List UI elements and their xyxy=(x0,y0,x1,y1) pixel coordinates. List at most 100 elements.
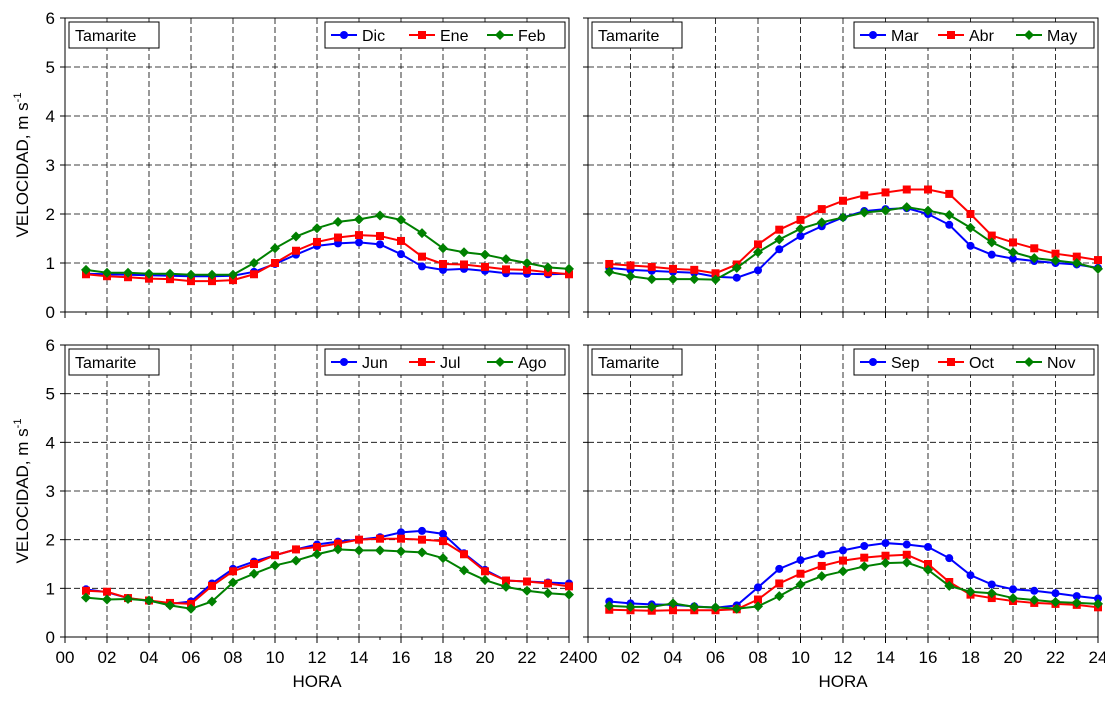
data-point xyxy=(817,561,826,570)
x-tick-label: 24 xyxy=(560,648,579,667)
station-label-text: Tamarite xyxy=(598,355,659,372)
x-tick-label: 22 xyxy=(1046,648,1065,667)
data-point xyxy=(355,238,363,247)
x-axis-label: HORA xyxy=(292,672,342,691)
y-tick-label: 0 xyxy=(46,303,55,322)
data-point xyxy=(646,601,657,612)
data-point xyxy=(1093,598,1103,609)
x-tick-label: 02 xyxy=(98,648,117,667)
data-point xyxy=(271,551,279,560)
data-point xyxy=(208,277,216,286)
data-point xyxy=(417,228,427,239)
data-point xyxy=(839,196,847,205)
data-point xyxy=(796,556,805,565)
data-point xyxy=(187,277,195,286)
data-point xyxy=(986,237,997,248)
data-point xyxy=(165,268,175,279)
legend-box xyxy=(853,21,1095,49)
data-point xyxy=(731,262,742,273)
data-point xyxy=(817,550,826,559)
data-point xyxy=(334,233,342,242)
data-point xyxy=(228,577,238,588)
data-point xyxy=(397,528,405,537)
data-point xyxy=(839,546,847,555)
series-feb xyxy=(81,210,574,280)
data-point xyxy=(1030,244,1039,253)
data-point xyxy=(774,234,785,245)
legend-label: Nov xyxy=(1047,355,1075,372)
data-point xyxy=(987,580,996,589)
data-point xyxy=(186,269,196,280)
data-point xyxy=(355,535,363,544)
legend-marker xyxy=(418,31,426,39)
data-point xyxy=(1051,249,1060,258)
legend-marker xyxy=(947,31,955,39)
data-point xyxy=(564,263,574,274)
legend-marker xyxy=(495,30,505,40)
data-point xyxy=(334,539,342,548)
data-point xyxy=(626,261,635,270)
legend-box xyxy=(853,348,1095,376)
data-point xyxy=(923,564,933,575)
data-point xyxy=(82,586,90,595)
y-tick-label: 2 xyxy=(46,531,55,550)
data-point xyxy=(859,207,870,218)
data-point xyxy=(838,212,848,223)
legend-marker xyxy=(495,357,505,367)
data-point xyxy=(1029,253,1040,264)
data-point xyxy=(313,542,321,551)
data-point xyxy=(838,566,848,577)
data-point xyxy=(481,262,489,271)
data-point xyxy=(480,249,490,260)
x-tick-label: 00 xyxy=(56,648,75,667)
x-axis-label: HORA xyxy=(818,672,868,691)
legend-marker xyxy=(1024,357,1034,367)
x-tick-label: 10 xyxy=(266,648,285,667)
station-label-text: Tamarite xyxy=(598,28,659,45)
data-point xyxy=(1009,238,1017,247)
data-point xyxy=(1008,247,1018,258)
x-tick-label: 10 xyxy=(791,648,810,667)
legend-label: Feb xyxy=(518,28,546,45)
data-point xyxy=(123,594,133,605)
x-tick-label: 14 xyxy=(350,648,369,667)
data-point xyxy=(945,554,954,563)
legend-label: Jul xyxy=(440,355,460,372)
data-point xyxy=(165,600,175,611)
data-point xyxy=(439,529,447,538)
y-tick-label: 1 xyxy=(46,579,55,598)
data-point xyxy=(859,561,870,572)
data-point xyxy=(880,558,891,569)
data-point xyxy=(250,560,258,568)
legend-marker xyxy=(340,358,348,366)
data-point xyxy=(250,270,258,279)
data-point xyxy=(881,539,890,548)
legend: Mar Abr May xyxy=(853,21,1095,49)
data-point xyxy=(565,270,573,279)
data-point xyxy=(1094,594,1102,603)
series-ago xyxy=(81,544,574,614)
data-point xyxy=(1094,256,1102,265)
data-point xyxy=(860,553,869,562)
legend: Sep Oct Nov xyxy=(853,348,1095,376)
data-point xyxy=(544,579,552,588)
data-point xyxy=(376,232,384,241)
x-tick-label: 24 xyxy=(1089,648,1105,667)
x-tick-label: 14 xyxy=(876,648,895,667)
station-label: Tamarite xyxy=(591,348,683,376)
data-point xyxy=(355,231,363,240)
y-tick-label: 4 xyxy=(46,433,55,452)
data-point xyxy=(902,540,911,549)
data-point xyxy=(796,215,805,224)
legend-box xyxy=(324,21,566,49)
data-point xyxy=(144,595,154,606)
data-point xyxy=(271,259,279,267)
data-point xyxy=(689,274,700,285)
legend-label: Dic xyxy=(362,28,385,45)
data-point xyxy=(481,567,489,576)
x-tick-label: 04 xyxy=(664,648,683,667)
data-point xyxy=(228,269,238,280)
station-label-box xyxy=(591,21,683,49)
data-point xyxy=(123,267,133,278)
data-point xyxy=(418,252,426,261)
